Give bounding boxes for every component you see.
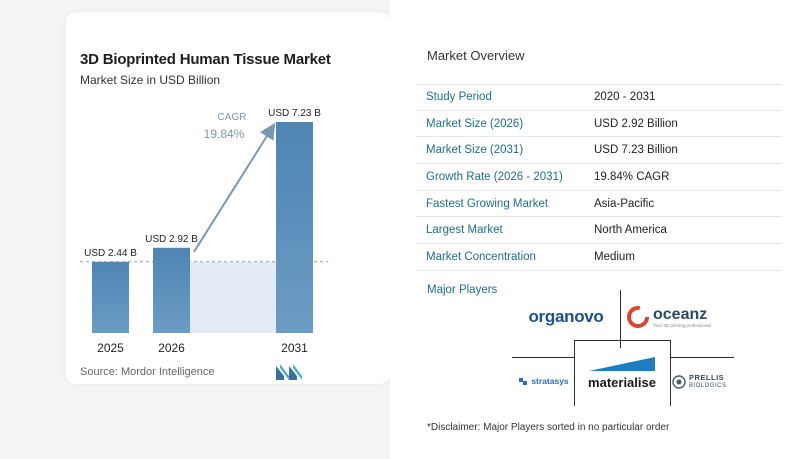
overview-key: Market Size (2026)	[426, 117, 524, 130]
x-axis-label-2026: 2026	[158, 341, 185, 355]
chart-title: 3D Bioprinted Human Tissue Market	[80, 51, 331, 68]
overview-row-study-period: Study Period 2020 - 2031	[416, 84, 782, 111]
growth-shade	[190, 261, 276, 333]
grid-divider	[670, 357, 734, 358]
grid-divider	[512, 357, 574, 358]
grid-divider	[574, 340, 670, 341]
overview-row-growth-rate: Growth Rate (2026 - 2031) 19.84% CAGR	[416, 164, 782, 191]
overview-value: Medium	[594, 250, 635, 263]
overview-table: Study Period 2020 - 2031 Market Size (20…	[416, 84, 782, 271]
oceanz-logo: oceanz Your 3D printing professional	[626, 300, 732, 334]
overview-value: Asia-Pacific	[594, 197, 655, 210]
oceanz-logo-text: oceanz	[653, 305, 708, 323]
grid-divider	[670, 340, 671, 406]
bar-value-label-2026: USD 2.92 B	[145, 234, 198, 245]
overview-panel	[390, 0, 800, 459]
overview-row-fastest-growing: Fastest Growing Market Asia-Pacific	[416, 191, 782, 218]
overview-key: Growth Rate (2026 - 2031)	[426, 170, 563, 183]
materialise-logo-text: materialise	[588, 374, 656, 390]
overview-key: Study Period	[426, 91, 492, 104]
grid-divider	[574, 340, 575, 406]
oceanz-tagline: Your 3D printing professional	[653, 322, 711, 328]
source-text: Source: Mordor Intelligence	[80, 366, 215, 378]
x-axis-label-2031: 2031	[281, 341, 308, 355]
prellis-mark-icon	[672, 375, 686, 389]
overview-value: USD 7.23 Billion	[594, 144, 678, 157]
prellis-logo-text: PRELLIS	[689, 373, 725, 382]
bar-2026	[153, 247, 190, 333]
bar-2031	[276, 122, 313, 333]
overview-title: Market Overview	[427, 48, 525, 63]
organovo-logo-text: organovo	[528, 307, 604, 326]
oceanz-ring-icon	[627, 306, 649, 328]
materialise-mark-icon	[589, 356, 655, 371]
organovo-logo: organovo	[516, 304, 616, 330]
overview-row-concentration: Market Concentration Medium	[416, 244, 782, 271]
overview-value: North America	[594, 224, 667, 237]
mordor-logo-icon	[276, 364, 302, 380]
disclaimer-text: *Disclaimer: Major Players sorted in no …	[427, 422, 670, 433]
prellis-logo-subtext: BIOLOGICS	[689, 383, 727, 389]
materialise-logo: materialise	[576, 342, 668, 404]
overview-key: Fastest Growing Market	[426, 197, 549, 210]
major-players-title: Major Players	[427, 284, 498, 296]
grid-divider	[620, 290, 621, 348]
overview-value: USD 2.92 Billion	[594, 117, 678, 130]
cagr-arrow	[193, 122, 276, 253]
stratasys-mark-icon	[519, 378, 528, 385]
chart-subtitle: Market Size in USD Billion	[80, 73, 221, 87]
overview-row-market-size-2031: Market Size (2031) USD 7.23 Billion	[416, 137, 782, 165]
cagr-label: CAGR	[218, 112, 247, 123]
bar-value-label-2031: USD 7.23 B	[268, 108, 321, 119]
x-axis-label-2025: 2025	[97, 341, 124, 355]
overview-key: Market Size (2031)	[426, 144, 524, 157]
overview-value: 2020 - 2031	[594, 91, 656, 104]
overview-row-market-size-2026: Market Size (2026) USD 2.92 Billion	[416, 111, 782, 138]
bar-value-label-2025: USD 2.44 B	[84, 248, 137, 259]
stratasys-logo: stratasys	[516, 370, 572, 392]
prellis-logo: PRELLIS BIOLOGICS	[672, 368, 734, 396]
cagr-value: 19.84%	[204, 127, 245, 141]
players-logo-grid: organovo oceanz Your 3D printing profess…	[512, 290, 734, 406]
overview-key: Market Concentration	[426, 250, 536, 263]
overview-row-largest-market: Largest Market North America	[416, 217, 782, 245]
bar-2025	[92, 261, 129, 333]
stratasys-logo-text: stratasys	[531, 376, 569, 386]
overview-key: Largest Market	[426, 224, 503, 237]
overview-value: 19.84% CAGR	[594, 170, 670, 183]
